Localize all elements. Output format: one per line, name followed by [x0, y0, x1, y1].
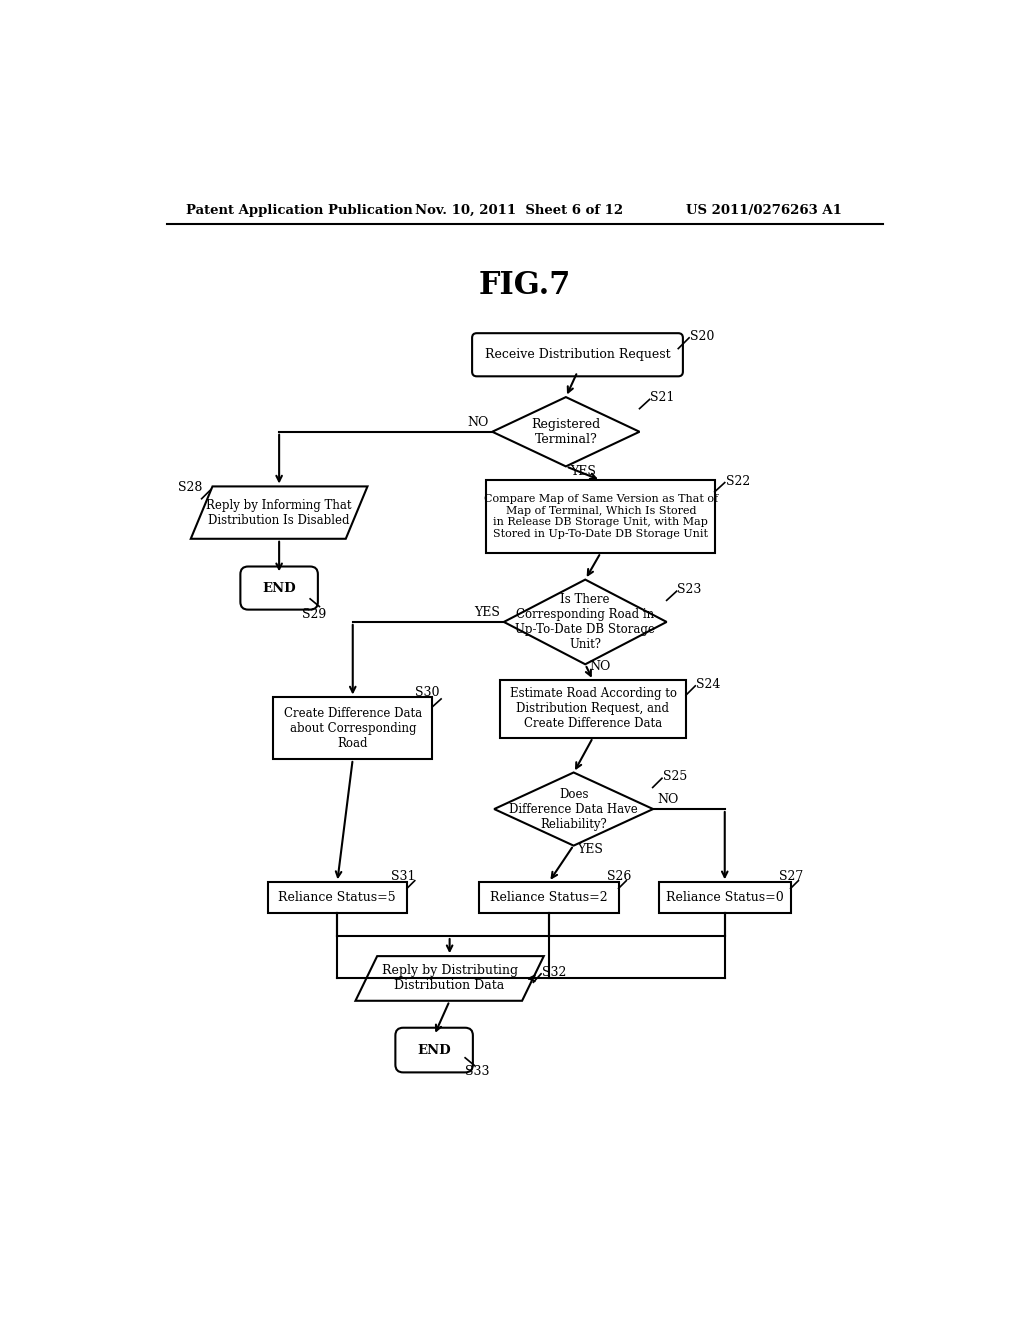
Text: S23: S23 [678, 583, 701, 597]
Text: S28: S28 [178, 482, 203, 495]
Text: FIG.7: FIG.7 [478, 271, 571, 301]
Text: Reliance Status=0: Reliance Status=0 [666, 891, 783, 904]
Bar [267, 882, 407, 913]
Text: S27: S27 [779, 870, 803, 883]
Bar [500, 680, 686, 738]
Text: Does
Difference Data Have
Reliability?: Does Difference Data Have Reliability? [509, 788, 638, 830]
Polygon shape [495, 772, 653, 846]
Text: Reply by Distributing
Distribution Data: Reply by Distributing Distribution Data [382, 965, 518, 993]
Text: YES: YES [578, 842, 603, 855]
Text: S21: S21 [650, 391, 675, 404]
Text: Estimate Road According to
Distribution Request, and
Create Difference Data: Estimate Road According to Distribution … [510, 688, 677, 730]
Text: Receive Distribution Request: Receive Distribution Request [484, 348, 671, 362]
Bar [273, 697, 432, 759]
Text: Reliance Status=2: Reliance Status=2 [490, 891, 607, 904]
Text: Compare Map of Same Version as That of
Map of Terminal, Which Is Stored
in Relea: Compare Map of Same Version as That of M… [483, 494, 718, 539]
Text: Create Difference Data
about Corresponding
Road: Create Difference Data about Correspondi… [284, 706, 422, 750]
Text: NO: NO [589, 660, 610, 673]
Text: Registered
Terminal?: Registered Terminal? [531, 417, 600, 446]
Text: US 2011/0276263 A1: US 2011/0276263 A1 [686, 205, 842, 218]
Text: YES: YES [474, 606, 500, 619]
Polygon shape [504, 579, 667, 664]
Text: S30: S30 [415, 686, 439, 700]
Text: Reliance Status=5: Reliance Status=5 [279, 891, 396, 904]
Text: S29: S29 [302, 607, 327, 620]
Bar [658, 882, 791, 913]
Text: YES: YES [569, 465, 596, 478]
Text: NO: NO [467, 416, 488, 429]
Polygon shape [493, 397, 640, 466]
Text: S20: S20 [690, 330, 715, 343]
Text: Is There
Corresponding Road in
Up-To-Date DB Storage
Unit?: Is There Corresponding Road in Up-To-Dat… [515, 593, 655, 651]
Text: S31: S31 [391, 870, 416, 883]
Text: END: END [262, 582, 296, 594]
Text: Patent Application Publication: Patent Application Publication [186, 205, 413, 218]
Text: S24: S24 [696, 677, 721, 690]
Text: S32: S32 [542, 966, 566, 979]
Bar [486, 480, 715, 553]
Text: Nov. 10, 2011  Sheet 6 of 12: Nov. 10, 2011 Sheet 6 of 12 [415, 205, 623, 218]
Text: S26: S26 [607, 870, 632, 883]
Text: S25: S25 [663, 770, 687, 783]
Text: NO: NO [657, 793, 679, 807]
Text: S33: S33 [465, 1065, 489, 1078]
Text: Reply by Informing That
Distribution Is Disabled: Reply by Informing That Distribution Is … [207, 499, 352, 527]
Text: S22: S22 [726, 474, 750, 487]
Polygon shape [190, 487, 368, 539]
FancyBboxPatch shape [241, 566, 317, 610]
FancyBboxPatch shape [395, 1028, 473, 1072]
FancyBboxPatch shape [472, 333, 683, 376]
Polygon shape [355, 956, 544, 1001]
Text: END: END [418, 1044, 451, 1056]
Bar [479, 882, 618, 913]
